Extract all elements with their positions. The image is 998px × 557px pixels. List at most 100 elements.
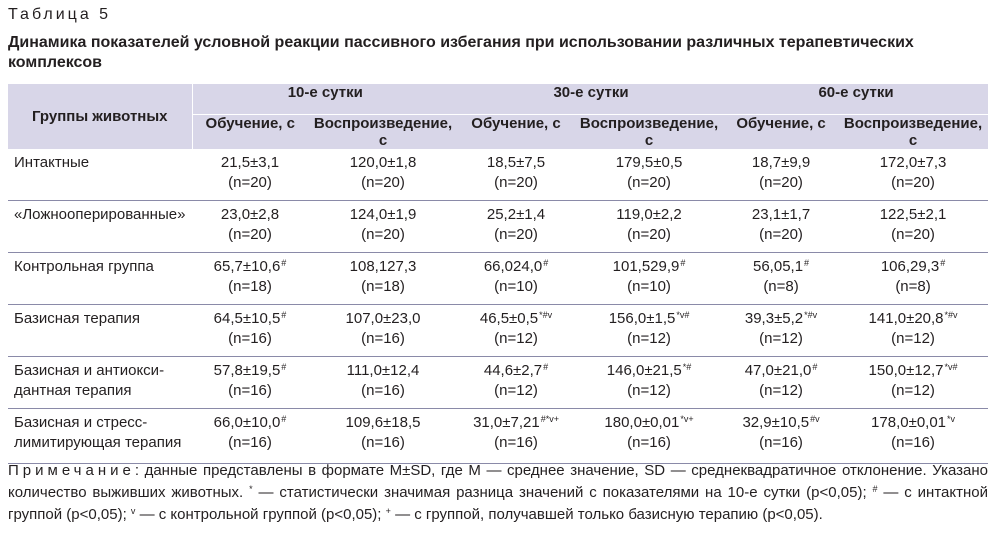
note-mark: # (872, 484, 878, 494)
value-text: 21,5±3,1 (220, 154, 280, 171)
table-footnote: Примечание: данные представлены в формат… (8, 460, 988, 526)
value-cell: 65,7±10,6# (n=18) (192, 252, 308, 305)
value-cell: 18,7±9,9 (n=20) (724, 149, 839, 201)
value-cell: 146,0±21,5*# (n=12) (574, 356, 725, 409)
period-header-60: 60-е сутки (724, 84, 989, 115)
mean-sd-value: 179,5±0,5 (574, 153, 724, 173)
significance-mark: # (281, 414, 287, 424)
sample-size: (n=20) (891, 226, 935, 243)
value-cell: 109,6±18,5 (n=16) (308, 408, 459, 464)
note-text: — статистически значимая разница значени… (252, 484, 873, 501)
sample-size: (n=10) (494, 278, 538, 295)
learn-header-10: Обучение, с (205, 115, 295, 132)
value-text: 56,05,1 (753, 258, 804, 275)
mean-sd-value: 65,7±10,6# (192, 257, 308, 277)
sample-size: (n=20) (494, 174, 538, 191)
value-cell: 23,1±1,7 (n=20) (724, 200, 839, 253)
mean-sd-value: 156,0±1,5*v# (574, 309, 724, 329)
value-cell: 120,0±1,8 (n=20) (308, 149, 459, 201)
sample-size: (n=16) (361, 434, 405, 451)
value-cell: 31,0±7,21#*v+ (n=16) (458, 408, 575, 464)
table-row: Базисная и антиокси-дантная терапия 57,8±… (8, 356, 989, 409)
sample-size: (n=20) (627, 226, 671, 243)
value-cell: 46,5±0,5*#v (n=12) (458, 304, 575, 357)
value-text: 146,0±21,5 (606, 362, 682, 379)
value-text: 120,0±1,8 (349, 154, 417, 171)
mean-sd-value: 107,0±23,0 (308, 309, 458, 329)
value-text: 172,0±7,3 (879, 154, 947, 171)
value-text: 106,29,3 (880, 258, 940, 275)
mean-sd-value: 146,0±21,5*# (574, 361, 724, 381)
mean-sd-value: 18,5±7,5 (458, 153, 574, 173)
value-cell: 39,3±5,2*#v (n=12) (724, 304, 839, 357)
significance-mark: *#v (804, 310, 818, 320)
value-cell: 18,5±7,5 (n=20) (458, 149, 575, 201)
mean-sd-value: 46,5±0,5*#v (458, 309, 574, 329)
table-row: Интактные 21,5±3,1 (n=20) 120,0±1,8 (n=20) 18… (8, 149, 989, 201)
mean-sd-value: 23,1±1,7 (724, 205, 838, 225)
value-cell: 172,0±7,3 (n=20) (838, 149, 989, 201)
mean-sd-value: 21,5±3,1 (192, 153, 308, 173)
sample-size: (n=12) (891, 382, 935, 399)
value-text: 180,0±0,01 (604, 414, 680, 431)
table-row: Базисная и стресс-лимитирующая терапия 66… (8, 408, 989, 464)
value-text: 65,7±10,6 (213, 258, 281, 275)
value-text: 66,024,0 (483, 258, 543, 275)
group-name-line: Базисная и антиокси- (14, 362, 165, 379)
mean-sd-value: 111,0±12,4 (308, 361, 458, 381)
significance-mark: # (804, 258, 810, 268)
note-mark: * (249, 484, 253, 494)
mean-sd-value: 150,0±12,7*v# (838, 361, 988, 381)
sample-size: (n=16) (361, 330, 405, 347)
sample-size: (n=20) (361, 226, 405, 243)
group-name: Базисная и стресс-лимитирующая терапия (8, 408, 192, 464)
sample-size: (n=16) (228, 382, 272, 399)
mean-sd-value: 119,0±2,2 (574, 205, 724, 225)
period-header-10: 10-е сутки (192, 84, 459, 115)
group-name: Интактные (8, 149, 192, 201)
mean-sd-value: 178,0±0,01*v (838, 413, 988, 433)
value-text: 18,5±7,5 (486, 154, 546, 171)
value-text: 108,127,3 (349, 258, 417, 275)
value-text: 141,0±20,8 (868, 310, 944, 327)
value-text: 18,7±9,9 (751, 154, 811, 171)
value-text: 178,0±0,01 (871, 414, 947, 431)
mean-sd-value: 18,7±9,9 (724, 153, 838, 173)
value-cell: 47,0±21,0# (n=12) (724, 356, 839, 409)
value-cell: 66,024,0# (n=10) (458, 252, 575, 305)
value-text: 46,5±0,5 (479, 310, 539, 327)
significance-mark: *v+ (680, 414, 694, 424)
sample-size: (n=8) (895, 278, 931, 295)
value-text: 150,0±12,7 (868, 362, 944, 379)
sample-size: (n=16) (759, 434, 803, 451)
significance-mark: # (812, 362, 818, 372)
value-cell: 108,127,3 (n=18) (308, 252, 459, 305)
sample-size: (n=16) (494, 434, 538, 451)
repr-header-30: Воспроизведение, с (579, 115, 719, 149)
mean-sd-value: 106,29,3# (838, 257, 988, 277)
period-header-30: 30-е сутки (458, 84, 725, 115)
sample-size: (n=12) (494, 382, 538, 399)
sample-size: (n=12) (627, 330, 671, 347)
significance-mark: *# (682, 362, 692, 372)
value-text: 101,529,9 (612, 258, 680, 275)
note-mark: + (385, 506, 391, 516)
significance-mark: *v# (676, 310, 690, 320)
sample-size: (n=12) (494, 330, 538, 347)
group-name: Базисная терапия (8, 304, 192, 357)
sample-size: (n=16) (228, 330, 272, 347)
group-name: Контрольная группа (8, 252, 192, 305)
value-cell: 57,8±19,5# (n=16) (192, 356, 308, 409)
value-cell: 124,0±1,9 (n=20) (308, 200, 459, 253)
sample-size: (n=20) (759, 174, 803, 191)
value-cell: 25,2±1,4 (n=20) (458, 200, 575, 253)
table-body: Интактные 21,5±3,1 (n=20) 120,0±1,8 (n=20) 18… (8, 149, 989, 464)
significance-mark: # (680, 258, 686, 268)
learn-header-60: Обучение, с (736, 115, 826, 132)
significance-mark: *v (947, 414, 956, 424)
value-cell: 44,6±2,7# (n=12) (458, 356, 575, 409)
sample-size: (n=20) (494, 226, 538, 243)
value-cell: 106,29,3# (n=8) (838, 252, 989, 305)
value-cell: 107,0±23,0 (n=16) (308, 304, 459, 357)
value-text: 66,0±10,0 (213, 414, 281, 431)
